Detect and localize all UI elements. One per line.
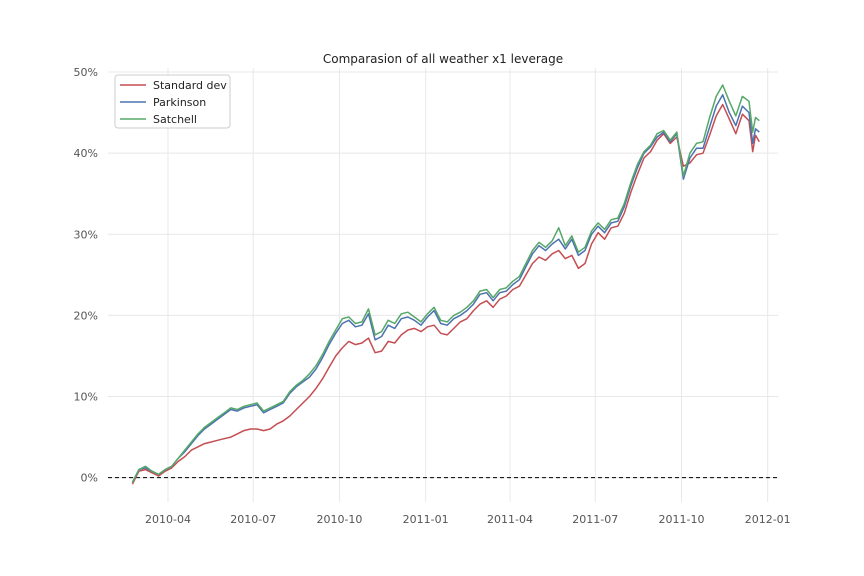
x-tick-label: 2010-07 (230, 513, 276, 526)
y-tick-label: 40% (74, 147, 98, 160)
y-tick-label: 50% (74, 66, 98, 79)
x-tick-label: 2011-10 (658, 513, 704, 526)
legend: Standard dev Parkinson Satchell (114, 74, 231, 129)
y-tick-label: 0% (81, 472, 98, 485)
y-tick-label: 10% (74, 391, 98, 404)
x-tick-label: 2010-04 (145, 513, 191, 526)
y-tick-label: 30% (74, 228, 98, 241)
legend-label: Standard dev (153, 79, 227, 92)
series-line-standard-dev (131, 103, 760, 485)
chart-title: Comparasion of all weather x1 leverage (323, 52, 563, 66)
legend-label: Parkinson (153, 96, 206, 109)
x-tick-label: 2011-07 (572, 513, 618, 526)
x-tick-label: 2011-01 (403, 513, 449, 526)
y-tick-label: 20% (74, 309, 98, 322)
x-tick-label: 2011-04 (487, 513, 533, 526)
x-tick-label: 2012-01 (745, 513, 791, 526)
series-layer (131, 84, 760, 485)
tick-labels: 0% 10% 20% 30% 40% 50% 2010-04 2010-07 2010-10 20… (74, 66, 791, 526)
series-line-satchell (131, 84, 760, 483)
legend-box (114, 74, 231, 129)
series-line-parkinson (131, 94, 760, 483)
legend-label: Satchell (153, 113, 197, 126)
x-tick-label: 2010-10 (316, 513, 362, 526)
